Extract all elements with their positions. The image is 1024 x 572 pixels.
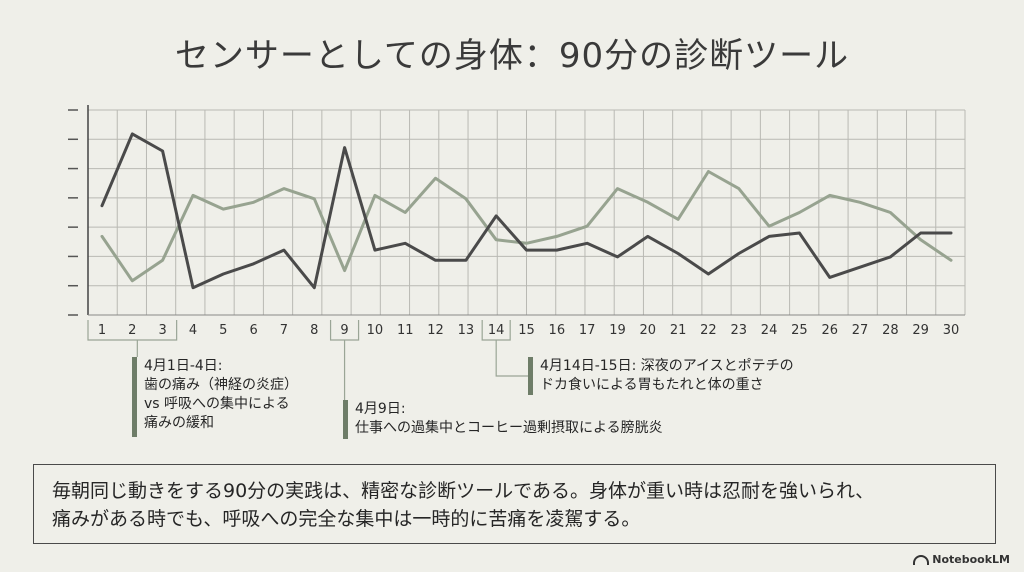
summary-box: 毎朝同じ動きをする90分の実践は、精密な診断ツールである。身体が重い時は忍耐を強… xyxy=(33,464,996,544)
x-tick-label: 29 xyxy=(912,323,929,338)
x-tick-label: 24 xyxy=(761,323,778,338)
bracket-days-1-3 xyxy=(87,320,178,341)
x-tick-label: 3 xyxy=(159,323,167,338)
summary-line: 毎朝同じ動きをする90分の実践は、精密な診断ツールである。身体が重い時は忍耐を強… xyxy=(52,480,875,502)
x-tick-label: 21 xyxy=(670,323,687,338)
connector-day-14 xyxy=(495,340,528,377)
annotation-line: 4月1日-4日: xyxy=(144,358,223,374)
x-tick-label: 6 xyxy=(249,323,257,338)
summary-line: 痛みがある時でも、呼吸への完全な集中は一時的に苦痛を凌駕する。 xyxy=(52,508,641,530)
x-tick-label: 27 xyxy=(852,323,869,338)
x-tick-label: 15 xyxy=(518,323,535,338)
chart-series xyxy=(100,132,953,290)
x-tick-label: 1 xyxy=(98,323,106,338)
brand-label: NotebookLM xyxy=(932,553,1010,566)
x-tick-label: 11 xyxy=(397,323,414,338)
x-tick-label: 22 xyxy=(700,323,717,338)
series-line-0 xyxy=(100,132,953,290)
x-tick-label: 23 xyxy=(730,323,747,338)
x-tick-label: 20 xyxy=(640,323,657,338)
series-line-1 xyxy=(100,170,953,283)
x-tick-label: 26 xyxy=(821,323,838,338)
x-tick-label: 2 xyxy=(128,323,136,338)
x-tick-label: 30 xyxy=(943,323,960,338)
x-tick-label: 16 xyxy=(549,323,566,338)
notebooklm-icon xyxy=(913,555,930,565)
x-tick-label: 8 xyxy=(310,323,318,338)
annotation-cystitis: 4月9日: 仕事への過集中とコーヒー過剰摂取による膀胱炎 xyxy=(343,400,663,439)
x-tick-label: 13 xyxy=(458,323,475,338)
x-tick-label: 19 xyxy=(609,323,626,338)
brand-logo: NotebookLM xyxy=(913,553,1010,566)
annotation-line: 4月14日-15日: 深夜のアイスとポテチの xyxy=(540,358,794,374)
x-tick-label: 4 xyxy=(189,323,197,338)
annotation-indigestion: 4月14日-15日: 深夜のアイスとポテチの ドカ食いによる胃もたれと体の重さ xyxy=(528,357,794,395)
line-chart: 1 2 3 4 5 6 7 8 9 10 11 12 13 14 15 16 17 19 20 21 22 23 24 25 2… xyxy=(68,105,966,400)
x-tick-label: 28 xyxy=(882,323,899,338)
annotation-brackets xyxy=(87,320,528,400)
page-title: センサーとしての身体：90分の診断ツール xyxy=(174,36,850,76)
x-tick-label: 12 xyxy=(427,323,444,338)
x-tick-label: 14 xyxy=(488,323,505,338)
annotation-line: 歯の痛み（神経の炎症） xyxy=(144,377,298,393)
x-tick-label: 7 xyxy=(280,323,288,338)
chart-grid xyxy=(68,105,966,316)
x-tick-label: 9 xyxy=(340,323,348,338)
annotation-toothache: 4月1日-4日: 歯の痛み（神経の炎症） vs 呼吸への集中による 痛みの緩和 xyxy=(132,357,298,437)
x-tick-label: 17 xyxy=(579,323,596,338)
annotation-line: 仕事への過集中とコーヒー過剰摂取による膀胱炎 xyxy=(355,420,663,436)
x-tick-label: 10 xyxy=(367,323,384,338)
annotation-line: 4月9日: xyxy=(355,401,406,417)
x-tick-label: 5 xyxy=(219,323,227,338)
annotation-line: 痛みの緩和 xyxy=(144,415,214,431)
annotation-line: vs 呼吸への集中による xyxy=(144,396,290,412)
x-tick-labels: 1 2 3 4 5 6 7 8 9 10 11 12 13 14 15 16 17 19 20 21 22 23 24 25 2… xyxy=(98,323,959,338)
annotation-line: ドカ食いによる胃もたれと体の重さ xyxy=(540,377,764,393)
x-tick-label: 25 xyxy=(791,323,808,338)
